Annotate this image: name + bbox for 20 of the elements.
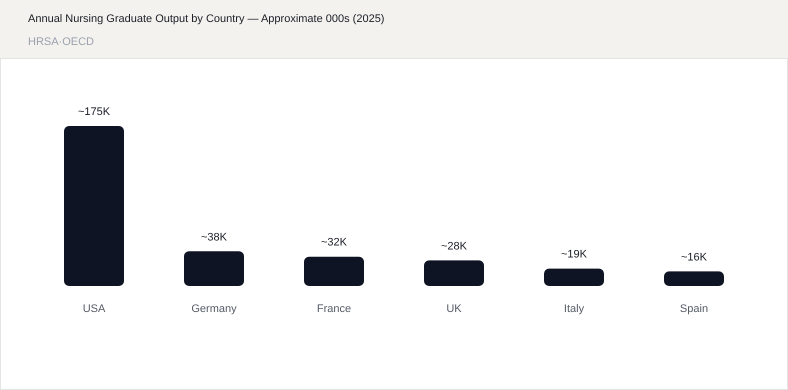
x-tick-label: Spain	[680, 303, 708, 315]
chart-title: Annual Nursing Graduate Output by Country — Approximate 000s (2025)	[28, 13, 384, 25]
x-tick-label: Italy	[564, 303, 585, 315]
bar	[424, 260, 484, 286]
x-tick-label: Germany	[191, 303, 238, 315]
x-tick-label: USA	[82, 303, 106, 315]
data-label: ~38K	[201, 231, 228, 244]
bar	[184, 251, 244, 286]
bar	[544, 268, 604, 286]
chart-subtitle: HRSA·OECD	[28, 36, 94, 48]
data-label: ~19K	[561, 248, 588, 261]
x-tick-label: France	[316, 303, 352, 315]
bar	[304, 256, 364, 286]
data-label: ~32K	[321, 236, 348, 249]
bar	[64, 126, 124, 286]
bar	[664, 271, 724, 286]
data-label: ~28K	[441, 240, 468, 252]
data-label: ~175K	[78, 106, 111, 118]
data-label: ~16K	[681, 251, 708, 264]
x-tick-label: UK	[446, 303, 462, 315]
